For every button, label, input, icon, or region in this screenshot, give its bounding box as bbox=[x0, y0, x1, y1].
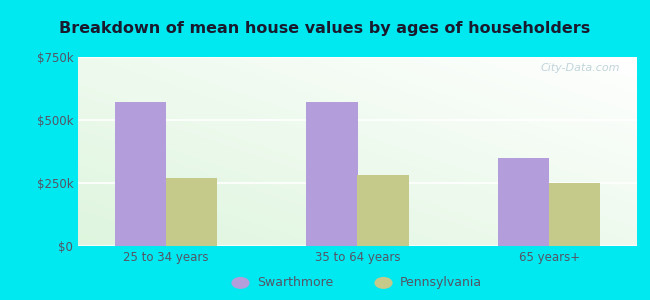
Ellipse shape bbox=[231, 277, 250, 289]
Ellipse shape bbox=[374, 277, 393, 289]
Bar bbox=[498, 158, 549, 246]
Text: Breakdown of mean house values by ages of householders: Breakdown of mean house values by ages o… bbox=[59, 21, 591, 36]
Bar bbox=[166, 178, 217, 246]
Bar bbox=[306, 102, 358, 246]
Bar bbox=[358, 176, 409, 246]
Bar bbox=[549, 183, 600, 246]
Text: City-Data.com: City-Data.com bbox=[541, 63, 620, 73]
Text: Pennsylvania: Pennsylvania bbox=[400, 276, 482, 290]
Text: Swarthmore: Swarthmore bbox=[257, 276, 333, 290]
Bar bbox=[115, 102, 166, 246]
